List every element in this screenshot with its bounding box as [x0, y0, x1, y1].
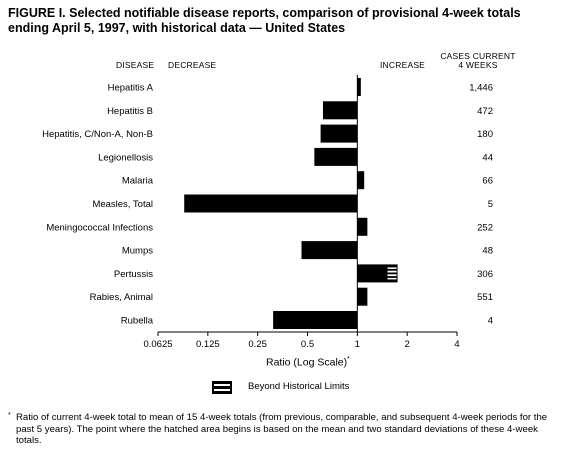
- x-axis-title-footnote-mark: *: [347, 356, 350, 363]
- x-tick-label-2: 2: [405, 339, 410, 350]
- hatch-line-pertussis-3: [387, 276, 397, 278]
- cases-value-malaria: 66: [482, 176, 493, 187]
- footnote-mark: *: [8, 412, 11, 419]
- x-axis-title: Ratio (Log Scale)*: [266, 356, 350, 369]
- category-label-hepatitis-c-non-a-non-b: Hepatitis, C/Non-A, Non-B: [42, 129, 153, 140]
- x-tick-label-4: 4: [454, 339, 459, 350]
- category-label-mumps: Mumps: [122, 246, 153, 257]
- legend-swatch-border: [212, 381, 232, 394]
- cases-header: CASES CURRENT 4 WEEKS: [436, 52, 520, 70]
- footnote-text: Ratio of current 4-week total to mean of…: [16, 412, 548, 446]
- category-label-rabies-animal: Rabies, Animal: [90, 292, 153, 303]
- category-label-rubella: Rubella: [121, 316, 154, 327]
- increase-header: INCREASE: [380, 60, 426, 70]
- bar-meningococcal-infections: [357, 217, 368, 236]
- bar-rubella: [273, 311, 358, 329]
- x-tick-label-1: 1: [355, 339, 360, 350]
- cases-value-legionellosis: 44: [482, 152, 493, 163]
- figure-title-line-2: ending April 5, 1997, with historical da…: [8, 21, 346, 35]
- cases-header-line-1: CASES CURRENT: [440, 51, 516, 61]
- bar-malaria: [357, 171, 365, 190]
- bar-mumps: [301, 241, 358, 260]
- category-label-hepatitis-b: Hepatitis B: [107, 106, 153, 117]
- bar-hepatitis-c-non-a-non-b: [320, 124, 358, 143]
- cases-value-rubella: 4: [488, 316, 493, 327]
- footnote: * Ratio of current 4-week total to mean …: [8, 412, 560, 447]
- figure-title: FIGURE I. Selected notifiable disease re…: [8, 6, 560, 36]
- cases-value-hepatitis-a: 1,446: [469, 83, 493, 94]
- x-tick-label-0-25: 0.25: [248, 339, 267, 350]
- hatch-line-pertussis-1: [387, 268, 397, 271]
- cases-value-hepatitis-c-non-a-non-b: 180: [477, 129, 493, 140]
- category-label-measles-total: Measles, Total: [92, 199, 153, 210]
- x-tick-label-0-5: 0.5: [301, 339, 314, 350]
- cases-value-pertussis: 306: [477, 269, 493, 280]
- cases-value-mumps: 48: [482, 246, 493, 257]
- bar-legionellosis: [314, 147, 358, 166]
- cases-header-line-2: 4 WEEKS: [458, 60, 498, 70]
- category-label-legionellosis: Legionellosis: [98, 152, 153, 163]
- legend-label: Beyond Historical Limits: [248, 381, 350, 392]
- hatch-line-pertussis-2: [387, 272, 397, 275]
- cases-value-measles-total: 5: [488, 199, 493, 210]
- category-label-pertussis: Pertussis: [114, 269, 153, 280]
- category-label-malaria: Malaria: [122, 176, 154, 187]
- cases-value-hepatitis-b: 472: [477, 106, 493, 117]
- legend-swatch-stripe-2: [214, 389, 230, 391]
- disease-header: DISEASE: [116, 60, 155, 70]
- cases-value-rabies-animal: 551: [477, 292, 493, 303]
- legend-hatch-swatch: [212, 381, 232, 394]
- bar-measles-total: [184, 194, 358, 213]
- bar-rabies-animal: [357, 287, 368, 306]
- category-label-hepatitis-a: Hepatitis A: [108, 83, 154, 94]
- legend-swatch-stripe-1: [214, 384, 230, 386]
- figure-title-line-1: FIGURE I. Selected notifiable disease re…: [8, 6, 521, 20]
- bar-hepatitis-a: [357, 78, 361, 96]
- decrease-header: DECREASE: [168, 60, 217, 70]
- x-tick-label-0-0625: 0.0625: [143, 339, 172, 350]
- category-label-meningococcal-infections: Meningococcal Infections: [46, 222, 153, 233]
- x-tick-label-0-125: 0.125: [196, 339, 220, 350]
- cases-value-meningococcal-infections: 252: [477, 222, 493, 233]
- x-axis-title-text: Ratio (Log Scale): [266, 356, 348, 369]
- bar-hepatitis-b: [322, 101, 358, 120]
